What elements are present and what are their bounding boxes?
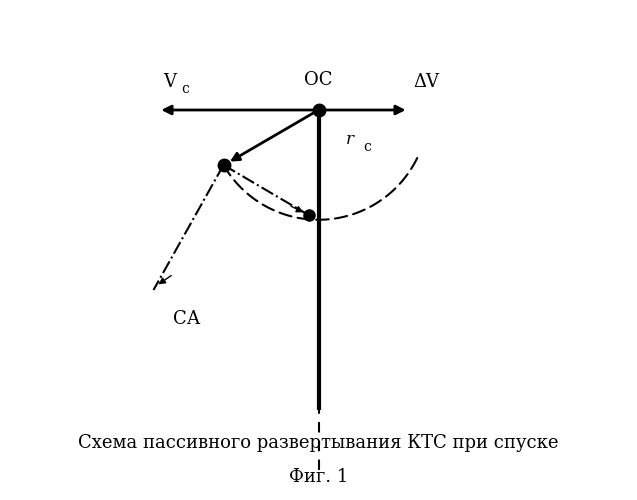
Text: r: r [346,132,354,148]
Text: c: c [181,82,189,96]
Text: Схема пассивного развертывания КТС при спуске: Схема пассивного развертывания КТС при с… [78,434,559,452]
Text: c: c [364,140,371,154]
Text: СА: СА [173,310,201,328]
Text: ОС: ОС [304,71,333,89]
Text: Фиг. 1: Фиг. 1 [289,468,348,486]
Text: ΔV: ΔV [413,73,440,91]
Text: V: V [164,73,176,91]
